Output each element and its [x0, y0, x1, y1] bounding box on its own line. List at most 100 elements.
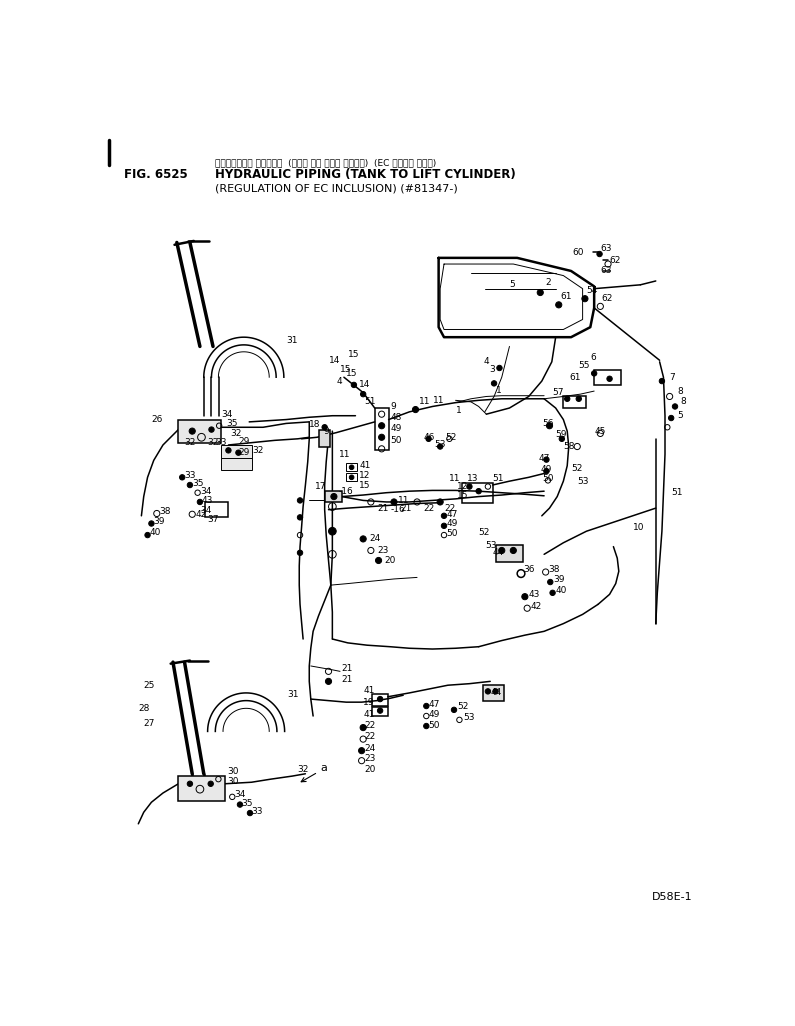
- Circle shape: [476, 488, 481, 494]
- Bar: [221, 445, 251, 459]
- Text: 50: 50: [429, 720, 440, 729]
- Bar: [324, 491, 342, 502]
- Circle shape: [378, 434, 385, 440]
- Text: 38: 38: [159, 508, 171, 516]
- Text: D58E-1: D58E-1: [652, 892, 692, 902]
- Text: 40: 40: [556, 586, 567, 595]
- Circle shape: [145, 532, 150, 538]
- Circle shape: [582, 295, 588, 302]
- Text: 6: 6: [591, 354, 596, 362]
- Bar: [178, 420, 221, 442]
- Text: 15: 15: [347, 350, 359, 359]
- Text: 24: 24: [370, 535, 381, 544]
- Text: 42: 42: [196, 510, 207, 519]
- Text: 1: 1: [456, 406, 461, 415]
- Text: 3: 3: [490, 365, 495, 374]
- Circle shape: [349, 475, 354, 479]
- Circle shape: [544, 457, 549, 463]
- Text: 11: 11: [339, 449, 350, 459]
- Text: 50: 50: [542, 474, 553, 483]
- Text: 36: 36: [523, 565, 535, 575]
- Text: 37: 37: [207, 515, 219, 524]
- Text: 39: 39: [153, 517, 165, 526]
- Text: 32: 32: [207, 438, 219, 447]
- Text: 28: 28: [138, 704, 149, 713]
- Circle shape: [189, 428, 196, 434]
- Text: 32: 32: [252, 446, 264, 455]
- Text: -16: -16: [339, 486, 353, 496]
- Text: 63: 63: [600, 244, 612, 253]
- Text: FIG. 6525: FIG. 6525: [125, 168, 188, 182]
- Circle shape: [297, 550, 303, 555]
- Text: 38: 38: [548, 565, 560, 575]
- Bar: [495, 545, 522, 562]
- Circle shape: [375, 557, 382, 563]
- Circle shape: [441, 513, 447, 518]
- Text: 15: 15: [340, 365, 351, 374]
- Bar: [372, 707, 388, 716]
- Circle shape: [497, 365, 502, 370]
- Text: 8: 8: [681, 397, 686, 406]
- Circle shape: [576, 396, 581, 401]
- Text: 15: 15: [359, 480, 370, 489]
- Text: 41: 41: [359, 462, 370, 470]
- Text: 12: 12: [359, 471, 370, 480]
- Text: 32: 32: [231, 429, 242, 438]
- Text: 46: 46: [423, 433, 435, 442]
- Text: 29: 29: [238, 437, 250, 445]
- Circle shape: [378, 697, 383, 702]
- Text: 60: 60: [572, 248, 584, 256]
- Text: 61: 61: [560, 291, 572, 301]
- Bar: [320, 430, 330, 446]
- Text: 2: 2: [545, 278, 551, 287]
- Text: 21: 21: [377, 504, 389, 513]
- Text: 53: 53: [463, 713, 475, 722]
- Circle shape: [424, 703, 429, 709]
- Circle shape: [510, 548, 517, 554]
- Circle shape: [187, 781, 192, 787]
- Circle shape: [197, 500, 203, 505]
- Text: 58: 58: [564, 442, 575, 451]
- Circle shape: [493, 688, 498, 694]
- Text: 35: 35: [192, 479, 204, 488]
- Text: 45: 45: [594, 427, 606, 436]
- Text: 11: 11: [432, 396, 444, 405]
- Text: 47: 47: [539, 453, 550, 463]
- Bar: [564, 396, 587, 408]
- Circle shape: [597, 251, 603, 256]
- Text: 52: 52: [444, 433, 456, 442]
- Text: 56: 56: [542, 419, 553, 428]
- Text: 19: 19: [363, 698, 374, 707]
- Circle shape: [360, 536, 366, 542]
- Circle shape: [452, 707, 456, 712]
- Circle shape: [426, 436, 432, 441]
- Text: 44: 44: [493, 548, 504, 557]
- Circle shape: [297, 498, 303, 503]
- Circle shape: [498, 548, 505, 554]
- Text: 4: 4: [483, 357, 489, 366]
- Text: 10: 10: [633, 523, 644, 531]
- Circle shape: [659, 379, 665, 384]
- Text: 44: 44: [491, 688, 502, 698]
- Text: 4: 4: [336, 377, 342, 386]
- Text: a: a: [301, 763, 328, 782]
- Text: 41: 41: [363, 710, 374, 719]
- Text: 48: 48: [390, 412, 401, 422]
- Text: 62: 62: [602, 294, 613, 303]
- Bar: [346, 473, 357, 481]
- Text: 22: 22: [365, 733, 376, 742]
- Bar: [483, 685, 504, 701]
- Circle shape: [359, 748, 365, 754]
- Text: 21: 21: [342, 664, 353, 673]
- Bar: [462, 483, 493, 503]
- Text: 35: 35: [242, 798, 253, 807]
- Bar: [221, 458, 251, 470]
- Text: 18: 18: [309, 421, 320, 430]
- Text: 13: 13: [467, 474, 479, 483]
- Text: 49: 49: [429, 710, 440, 719]
- Circle shape: [328, 527, 336, 536]
- Text: 33: 33: [184, 471, 196, 480]
- Text: 49: 49: [541, 465, 552, 474]
- Text: 32: 32: [297, 765, 309, 775]
- Circle shape: [378, 423, 385, 429]
